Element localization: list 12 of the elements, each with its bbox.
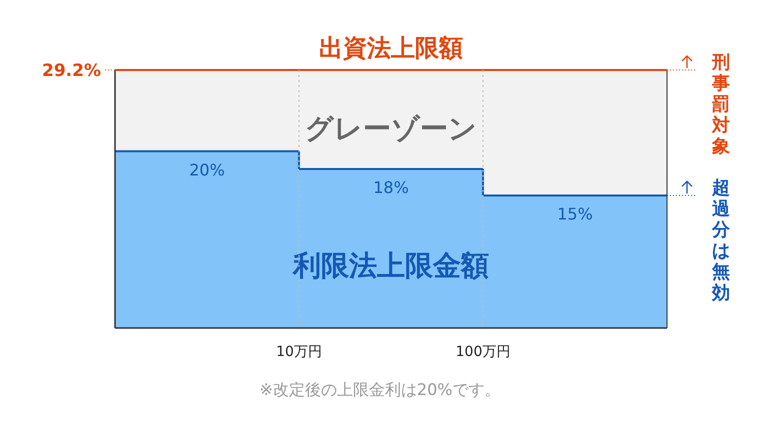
data-label: 20%	[189, 160, 225, 180]
annotation: グレーゾーン	[305, 112, 477, 145]
text: 100万円	[456, 344, 510, 360]
chart-title: 出資法上限額	[319, 34, 463, 62]
text: 刑事罰対象	[711, 52, 730, 157]
text: 超過分は無効	[711, 177, 731, 304]
data-label: 15%	[557, 204, 593, 224]
annotation: 利限法上限金額	[292, 249, 489, 282]
text: ※改定後の上限金利は20%です。	[260, 380, 500, 399]
text: 10万円	[276, 344, 322, 360]
data-label: 18%	[373, 178, 409, 197]
ref-line-label: 29.2%	[42, 61, 101, 81]
